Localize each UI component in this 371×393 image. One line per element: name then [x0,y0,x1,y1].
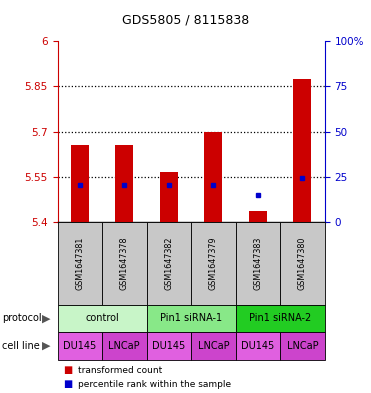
Bar [236,305,325,332]
Bar [280,332,325,360]
Text: LNCaP: LNCaP [286,341,318,351]
Bar [293,79,311,222]
Text: GSM1647380: GSM1647380 [298,237,307,290]
Bar [280,222,325,305]
Text: GSM1647381: GSM1647381 [75,237,84,290]
Bar [58,332,102,360]
Text: GSM1647382: GSM1647382 [164,237,173,290]
Text: Pin1 siRNA-1: Pin1 siRNA-1 [160,313,222,323]
Bar [147,222,191,305]
Text: GDS5805 / 8115838: GDS5805 / 8115838 [122,14,249,27]
Bar [249,211,267,222]
Text: ▶: ▶ [42,313,50,323]
Text: ▶: ▶ [42,341,50,351]
Bar [236,222,280,305]
Bar [115,145,133,222]
Bar [191,222,236,305]
Text: DU145: DU145 [152,341,186,351]
Text: protocol: protocol [2,313,42,323]
Text: GSM1647379: GSM1647379 [209,237,218,290]
Text: cell line: cell line [2,341,40,351]
Text: LNCaP: LNCaP [108,341,140,351]
Bar [160,172,178,222]
Text: transformed count: transformed count [78,366,162,375]
Bar [204,132,222,222]
Text: Pin1 siRNA-2: Pin1 siRNA-2 [249,313,311,323]
Text: DU145: DU145 [241,341,275,351]
Bar [147,332,191,360]
Bar [102,332,147,360]
Text: GSM1647383: GSM1647383 [253,237,262,290]
Text: ■: ■ [63,365,72,375]
Text: control: control [85,313,119,323]
Text: GSM1647378: GSM1647378 [120,237,129,290]
Bar [191,332,236,360]
Text: LNCaP: LNCaP [197,341,229,351]
Text: DU145: DU145 [63,341,96,351]
Bar [58,305,147,332]
Bar [236,332,280,360]
Bar [58,222,102,305]
Bar [147,305,236,332]
Bar [71,145,89,222]
Text: percentile rank within the sample: percentile rank within the sample [78,380,231,389]
Bar [102,222,147,305]
Text: ■: ■ [63,379,72,389]
